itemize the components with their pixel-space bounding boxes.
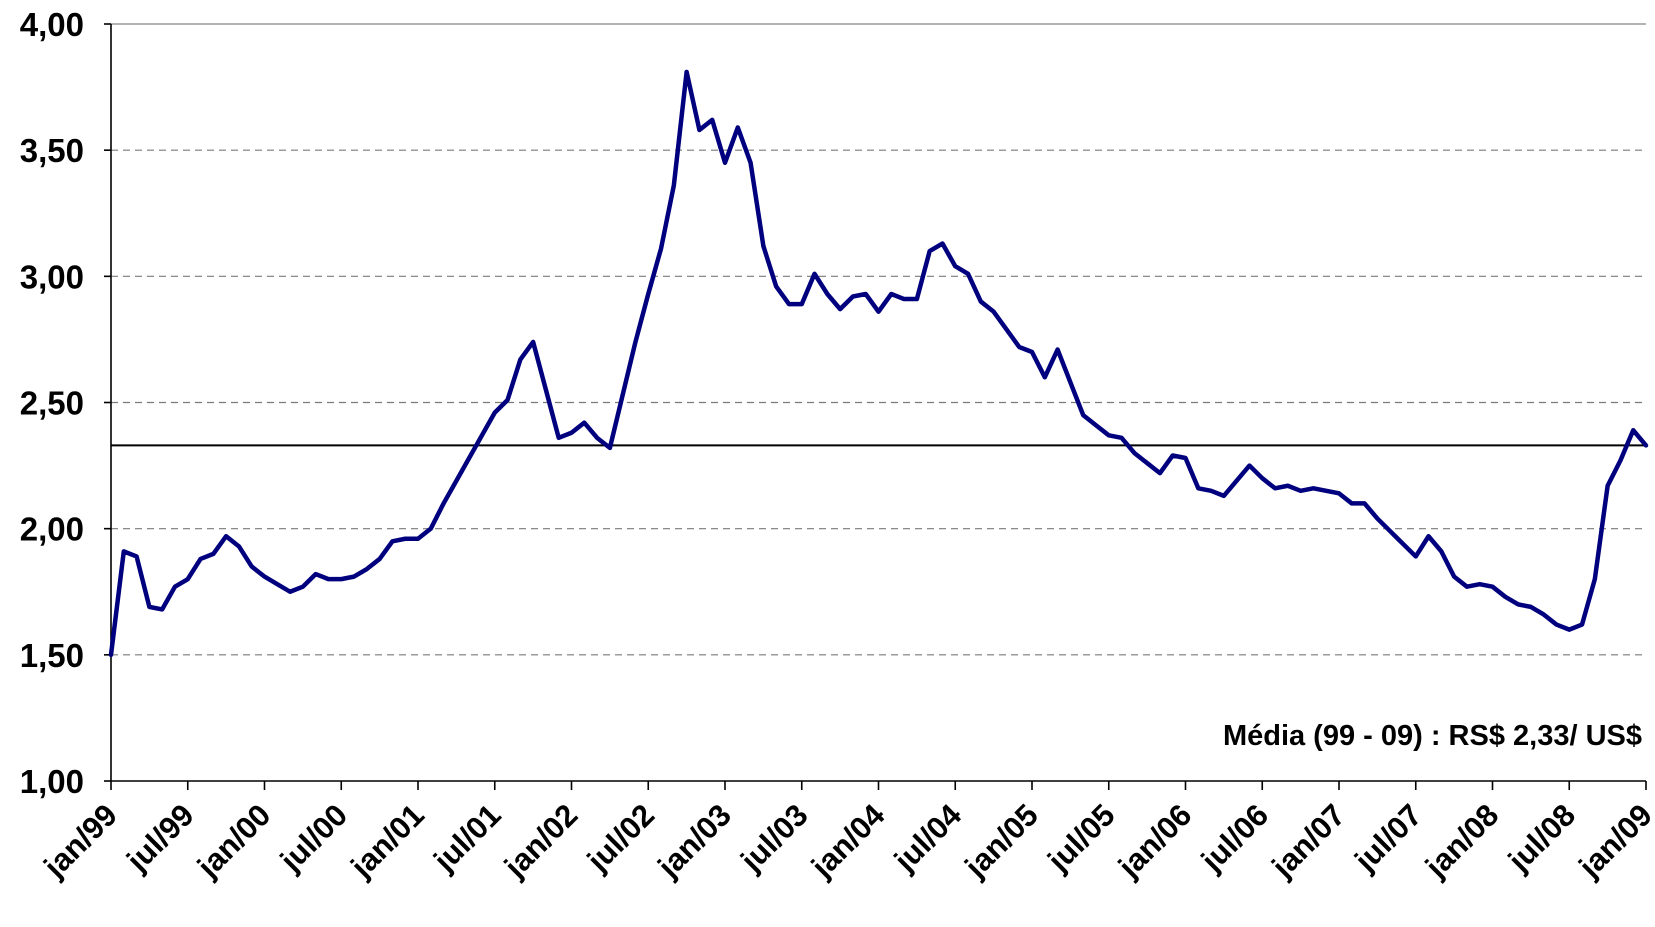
x-tick-label-5: jul/01: [426, 797, 508, 879]
x-tick-label-10: jan/04: [804, 797, 892, 885]
average-annotation: Média (99 - 09) : RS$ 2,33/ US$: [1223, 720, 1642, 752]
x-tick-label-2: jan/00: [190, 797, 278, 885]
x-tick-label-3: jul/00: [273, 797, 355, 879]
y-axis: 1,00 1,50 2,00 2,50 3,00 3,50 4,00: [20, 6, 112, 800]
gridlines: [111, 23, 1646, 656]
y-tick-label-4: 3,00: [20, 258, 84, 295]
x-axis: jan/99jul/99jan/00jul/00jan/01jul/01jan/…: [36, 780, 1655, 885]
x-tick-label-11: jul/04: [887, 797, 969, 879]
x-tick-label-0: jan/99: [36, 797, 124, 885]
x-tick-label-20: jan/09: [1571, 797, 1655, 885]
x-tick-label-7: jul/02: [580, 797, 662, 879]
x-tick-label-8: jan/03: [650, 797, 738, 885]
x-tick-label-17: jul/07: [1347, 797, 1429, 879]
series-line: [108, 69, 1649, 658]
y-tick-label-2: 2,00: [20, 511, 84, 548]
x-tick-label-18: jan/08: [1418, 797, 1506, 885]
y-tick-label-6: 4,00: [20, 6, 84, 43]
x-tick-label-15: jul/06: [1194, 797, 1276, 879]
x-tick-label-16: jan/07: [1264, 797, 1352, 885]
x-tick-label-13: jul/05: [1040, 797, 1122, 879]
y-tick-label-3: 2,50: [20, 385, 84, 422]
y-tick-label-1: 1,50: [20, 637, 84, 674]
x-tick-label-1: jul/99: [119, 797, 201, 879]
x-tick-label-19: jul/08: [1501, 797, 1583, 879]
series-0-line: [108, 69, 1649, 658]
y-tick-label-0: 1,00: [20, 763, 84, 800]
y-tick-label-5: 3,50: [20, 132, 84, 169]
x-tick-label-9: jul/03: [733, 797, 815, 879]
x-tick-label-4: jan/01: [343, 797, 431, 885]
x-tick-label-14: jan/06: [1111, 797, 1199, 885]
x-tick-label-6: jan/02: [497, 797, 585, 885]
x-tick-label-12: jan/05: [957, 797, 1045, 885]
